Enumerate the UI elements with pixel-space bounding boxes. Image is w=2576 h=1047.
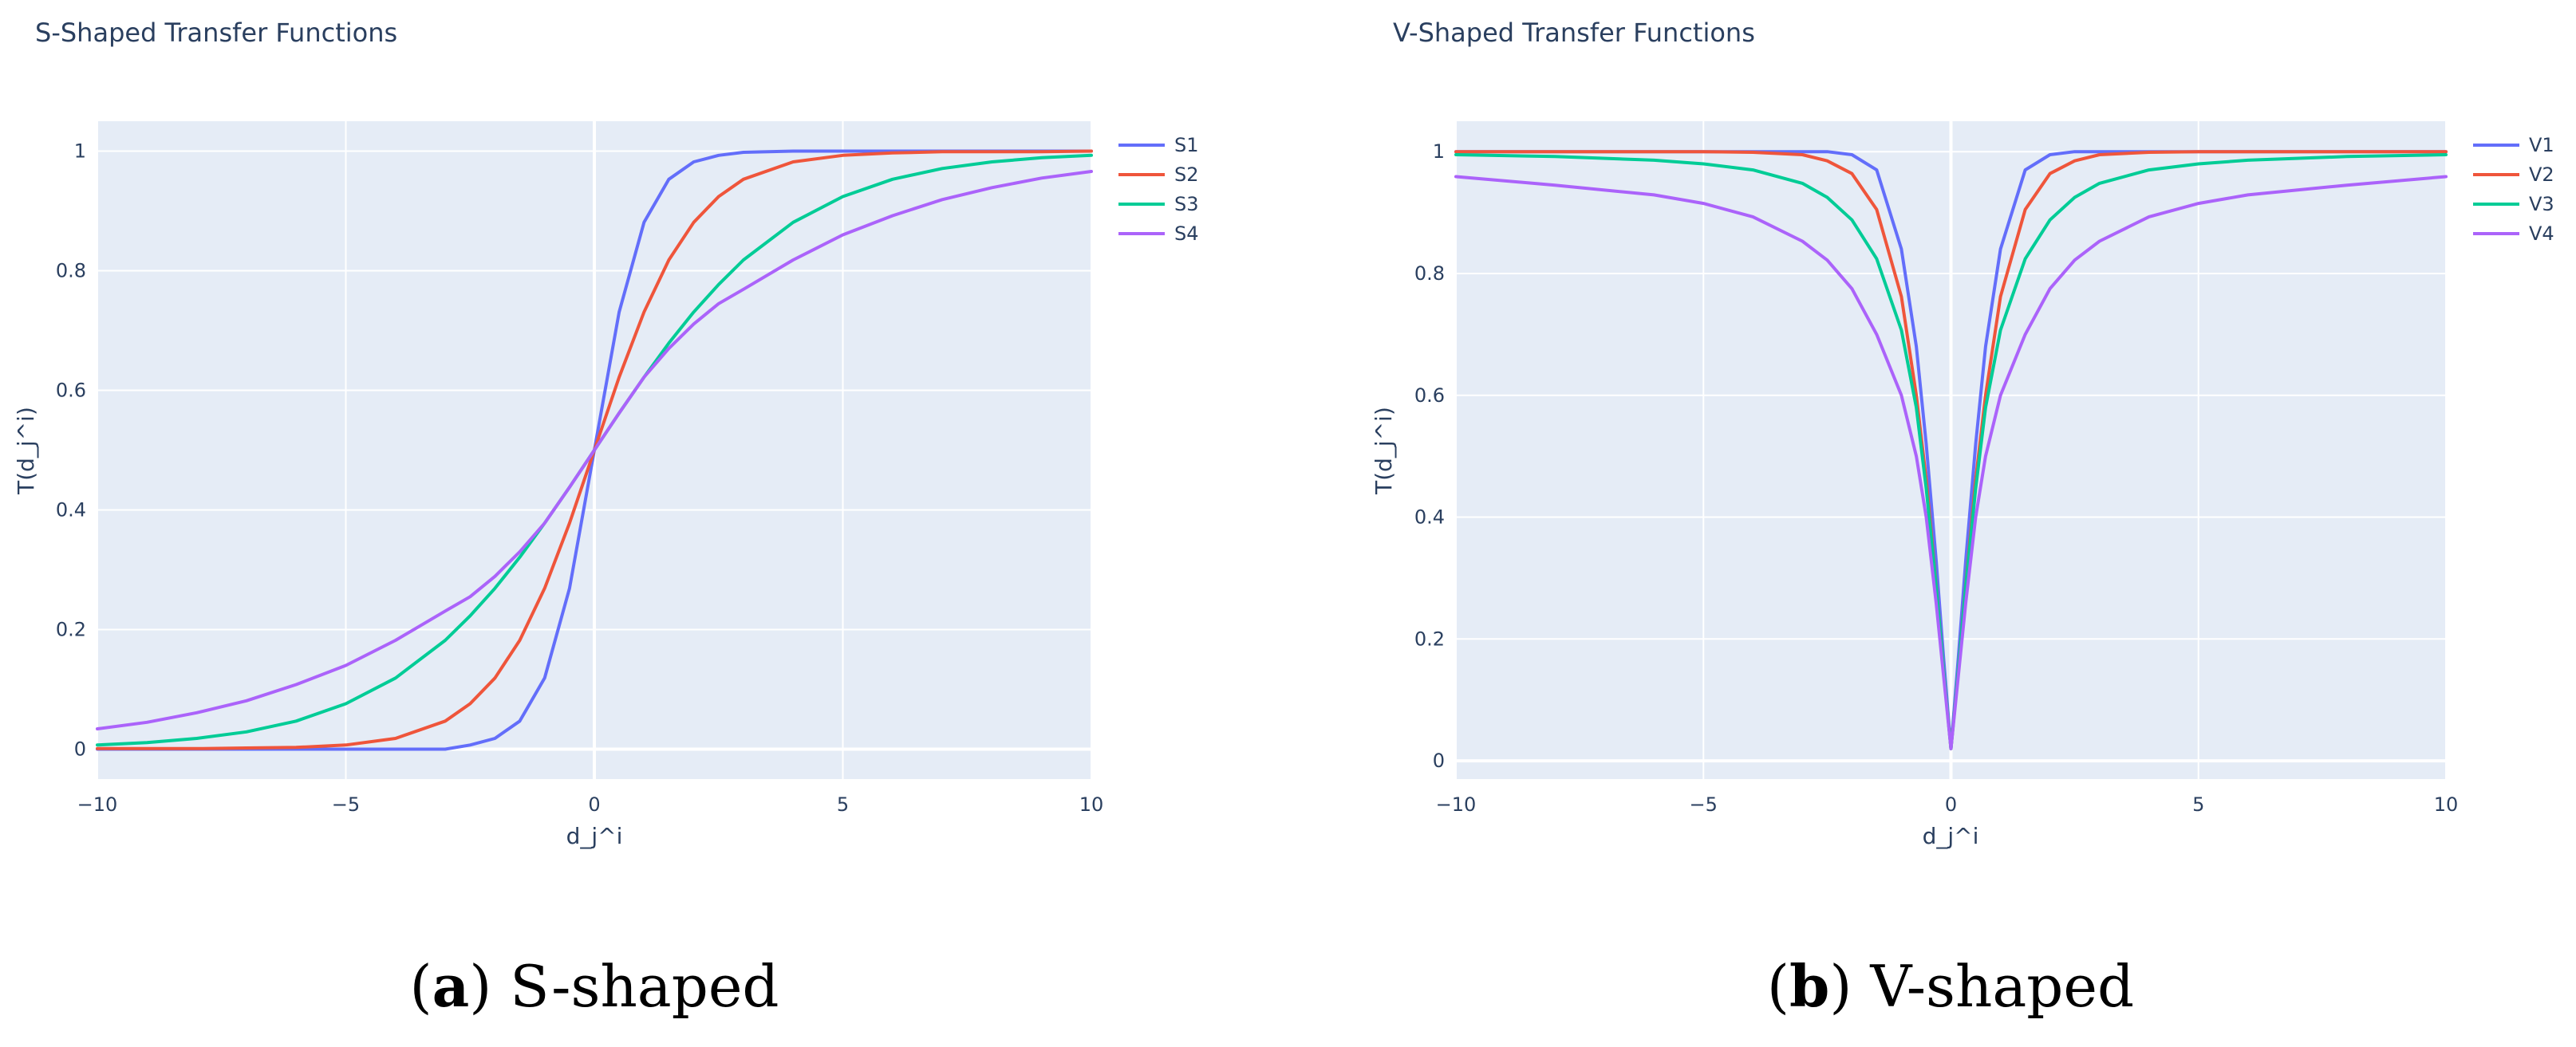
y-tick-labels: 0 0.2 0.4 0.6 0.8 1 bbox=[1414, 140, 1445, 772]
x-tick-labels: −10 −5 0 5 10 bbox=[77, 793, 1104, 816]
x-tick-labels: −10 −5 0 5 10 bbox=[1436, 793, 2459, 816]
chart-title: V-Shaped Transfer Functions bbox=[1393, 18, 1755, 48]
caption-text: S-shaped bbox=[491, 953, 779, 1020]
y-tick-label: 0 bbox=[74, 738, 86, 761]
legend-label: V1 bbox=[2529, 134, 2554, 156]
legend-item-v3[interactable]: V3 bbox=[2473, 193, 2554, 215]
x-tick-label: −10 bbox=[1436, 793, 1477, 816]
x-axis-label: d_j^i bbox=[1923, 823, 1979, 849]
y-tick-label: 0.6 bbox=[56, 380, 86, 402]
caption-a: (a) S-shaped bbox=[409, 952, 779, 1020]
y-tick-label: 0.2 bbox=[1414, 628, 1445, 650]
x-tick-label: −10 bbox=[77, 793, 118, 816]
y-tick-labels: 0 0.2 0.4 0.6 0.8 1 bbox=[56, 140, 86, 761]
x-tick-label: 10 bbox=[2434, 793, 2459, 816]
x-tick-label: −5 bbox=[332, 793, 360, 816]
legend-item-v2[interactable]: V2 bbox=[2473, 163, 2554, 186]
legend-item-s3[interactable]: S3 bbox=[1118, 193, 1199, 215]
y-tick-label: 0 bbox=[1433, 750, 1445, 772]
x-tick-label: 0 bbox=[1945, 793, 1957, 816]
caption-open-paren: ( bbox=[409, 953, 432, 1020]
legend-item-v4[interactable]: V4 bbox=[2473, 222, 2554, 245]
legend[interactable]: V1 V2 V3 V4 bbox=[2473, 134, 2554, 245]
legend-item-s1[interactable]: S1 bbox=[1118, 134, 1199, 156]
y-tick-label: 0.4 bbox=[1414, 506, 1445, 529]
caption-close-paren: ) bbox=[469, 953, 491, 1020]
x-tick-label: −5 bbox=[1690, 793, 1718, 816]
caption-b: (b) V-shaped bbox=[1767, 952, 2134, 1020]
legend-item-s4[interactable]: S4 bbox=[1118, 222, 1199, 245]
x-tick-label: 5 bbox=[837, 793, 849, 816]
x-tick-label: 10 bbox=[1079, 793, 1104, 816]
y-tick-label: 0.8 bbox=[56, 260, 86, 282]
legend[interactable]: S1 S2 S3 S4 bbox=[1118, 134, 1199, 245]
x-tick-label: 5 bbox=[2192, 793, 2204, 816]
legend-label: S1 bbox=[1174, 134, 1199, 156]
caption-close-paren: ) bbox=[1829, 953, 1852, 1020]
y-tick-label: 0.4 bbox=[56, 499, 86, 522]
y-tick-label: 1 bbox=[74, 140, 86, 163]
legend-label: S2 bbox=[1174, 163, 1199, 186]
y-tick-label: 1 bbox=[1433, 140, 1445, 163]
y-tick-label: 0.2 bbox=[56, 619, 86, 641]
y-tick-label: 0.6 bbox=[1414, 384, 1445, 407]
caption-open-paren: ( bbox=[1767, 953, 1789, 1020]
series-lines bbox=[1454, 150, 2448, 750]
x-tick-label: 0 bbox=[588, 793, 600, 816]
x-axis-label: d_j^i bbox=[566, 823, 623, 849]
chart-title: S-Shaped Transfer Functions bbox=[35, 18, 397, 48]
legend-item-v1[interactable]: V1 bbox=[2473, 134, 2554, 156]
caption-letter: a bbox=[432, 952, 470, 1020]
series-lines bbox=[96, 149, 1093, 751]
y-axis-label: T(d_j^i) bbox=[13, 407, 39, 495]
gridlines bbox=[1455, 121, 2447, 779]
v-shaped-chart: V-Shaped Transfer Functions −10 −5 0 5 10 00… bbox=[1371, 18, 2554, 849]
y-axis-label: T(d_j^i) bbox=[1371, 407, 1397, 495]
legend-label: S3 bbox=[1174, 193, 1199, 215]
legend-label: V3 bbox=[2529, 193, 2554, 215]
legend-label: V2 bbox=[2529, 163, 2554, 186]
s-shaped-chart: S-Shaped Transfer Functions −10 −5 0 5 10 00… bbox=[13, 18, 1199, 849]
legend-label: V4 bbox=[2529, 222, 2554, 245]
series-line-s4 bbox=[96, 170, 1093, 730]
legend-item-s2[interactable]: S2 bbox=[1118, 163, 1199, 186]
legend-label: S4 bbox=[1174, 222, 1199, 245]
caption-text: V-shaped bbox=[1852, 953, 2134, 1020]
y-tick-label: 0.8 bbox=[1414, 262, 1445, 285]
caption-letter: b bbox=[1789, 952, 1829, 1020]
series-line-v4 bbox=[1454, 175, 2448, 750]
